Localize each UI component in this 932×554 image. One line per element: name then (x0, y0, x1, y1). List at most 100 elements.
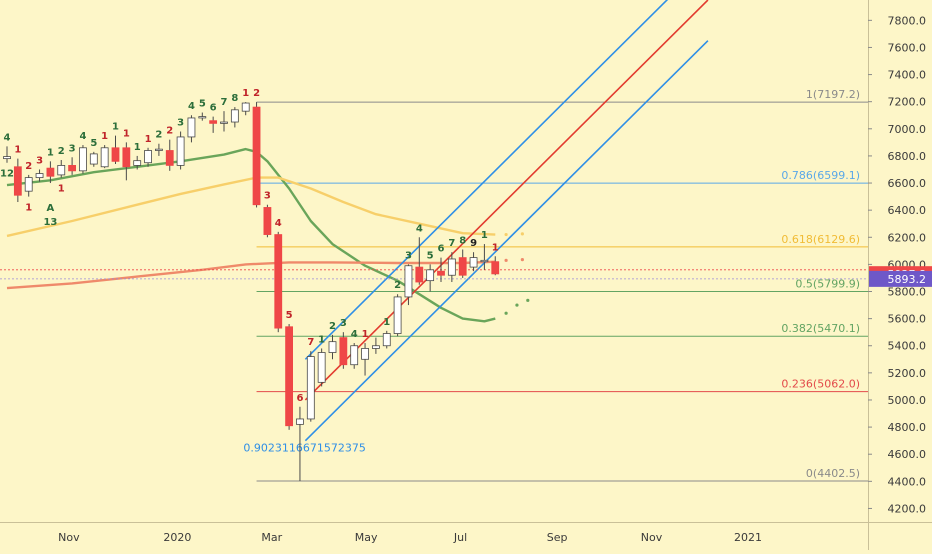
candle-body-32 (350, 345, 359, 366)
y-tick-label-17: 7600.0 (888, 41, 927, 54)
sequence-marker-0: 4 (4, 132, 11, 143)
candle-body-3 (35, 173, 44, 179)
candle-body-8 (89, 153, 98, 165)
candle-body-42 (458, 257, 467, 276)
sequence-marker-39: 6 (438, 244, 445, 255)
sequence-marker-21: 8 (231, 93, 238, 104)
candle-body-45 (491, 261, 500, 275)
candle-27 (296, 406, 304, 482)
sequence-marker-40: 7 (448, 238, 455, 249)
sequence-marker-49: 13 (43, 217, 57, 228)
x-tick-label-5: Sep (547, 531, 568, 544)
candle-44 (480, 244, 489, 270)
price-badges: 5927.85893.2 (869, 266, 932, 287)
candle-7 (79, 145, 87, 174)
sequence-marker-13: 1 (145, 134, 152, 145)
candle-body-35 (382, 333, 391, 347)
candle-body-28 (306, 356, 315, 420)
channel-ratio-label: 0.9023116671572375 (243, 441, 365, 454)
candle-body-0 (3, 156, 11, 160)
sequence-marker-29: 1 (318, 334, 325, 345)
candle-body-20 (220, 121, 228, 124)
y-tick-label-0: 4200.0 (888, 502, 927, 515)
sequence-marker-38: 5 (427, 250, 434, 261)
candle-12 (133, 155, 142, 170)
candle-5 (57, 159, 66, 178)
candle-33 (361, 343, 369, 376)
candle-0 (3, 146, 11, 163)
sequence-marker-44: 1 (492, 242, 499, 253)
moving-average-projection-dot-1-0 (504, 232, 508, 237)
sequence-marker-31: 3 (340, 318, 347, 329)
y-tick-label-3: 4800.0 (888, 421, 927, 434)
candles-group (3, 102, 500, 482)
candle-body-27 (296, 418, 304, 425)
y-tick-label-4: 5000.0 (888, 394, 927, 407)
y-tick-label-12: 6600.0 (888, 177, 927, 190)
candle-body-17 (187, 117, 196, 138)
candle-body-14 (154, 148, 163, 151)
candle-17 (187, 115, 196, 143)
candle-3 (35, 169, 44, 182)
sequence-marker-10: 1 (112, 122, 119, 133)
sequence-marker-48: A (47, 203, 55, 214)
candle-body-34 (371, 345, 380, 349)
candle-body-10 (111, 147, 120, 162)
x-tick-label-6: Nov (641, 531, 663, 544)
y-tick-label-7: 5600.0 (888, 313, 927, 326)
sequence-marker-28: 7 (307, 337, 314, 348)
channel-mid-line (304, 0, 709, 401)
candle-14 (154, 143, 163, 156)
sequence-marker-18: 5 (199, 99, 206, 110)
sequence-marker-36: 3 (405, 250, 412, 261)
channel-upper-line (304, 0, 669, 360)
candle-9 (100, 145, 109, 169)
sequence-marker-34: 1 (383, 317, 390, 328)
candle-45 (491, 256, 500, 276)
fib-retracement-group: 1(7197.2) 0.786(6599.1) 0.618(6129.6) 0.5(5… (256, 88, 868, 482)
candle-body-4 (46, 167, 55, 177)
candle-21 (230, 107, 239, 128)
candle-body-41 (447, 258, 456, 276)
candle-2 (24, 174, 33, 197)
sequence-marker-22: 1 (242, 88, 249, 99)
sequence-marker-47: 1 (58, 184, 65, 195)
moving-average-projection-dot-0-1 (515, 303, 519, 307)
candle-body-40 (437, 270, 445, 276)
candle-37 (404, 264, 413, 306)
sequence-marker-11: 1 (123, 128, 130, 139)
x-tick-label-4: Jul (453, 531, 467, 544)
candle-18 (198, 112, 207, 121)
candle-body-33 (361, 348, 369, 360)
y-tick-label-11: 6400.0 (888, 204, 927, 217)
candle-42 (458, 249, 467, 278)
candle-body-16 (176, 136, 185, 166)
candle-body-39 (426, 269, 435, 282)
candle-28 (306, 351, 315, 422)
candle-body-38 (415, 266, 424, 283)
y-tick-label-14: 7000.0 (888, 123, 927, 136)
fib-level-label-0: 1(7197.2) (806, 88, 860, 101)
sequence-marker-15: 2 (166, 126, 173, 137)
candle-11 (122, 142, 131, 181)
candle-36 (393, 294, 402, 337)
candle-35 (382, 330, 391, 349)
candle-32 (350, 343, 359, 369)
candle-body-18 (198, 116, 207, 119)
sequence-marker-6: 3 (69, 143, 76, 154)
sequence-marker-9: 1 (101, 131, 108, 142)
candle-body-5 (57, 165, 66, 176)
sequence-marker-26: 5 (286, 310, 293, 321)
candle-8 (89, 151, 98, 167)
x-axis: Nov 2020 Mar May Jul Sep Nov 2021 (0, 522, 932, 544)
moving-average-line-2 (6, 260, 496, 290)
sequence-marker-14: 2 (155, 130, 162, 141)
candle-body-7 (79, 147, 87, 172)
candle-body-15 (165, 150, 174, 166)
candle-body-13 (144, 150, 152, 164)
sequence-marker-5: 2 (58, 146, 65, 157)
sequence-marker-2: 2 (25, 161, 32, 172)
moving-average-projection-dot-2-0 (504, 258, 508, 262)
